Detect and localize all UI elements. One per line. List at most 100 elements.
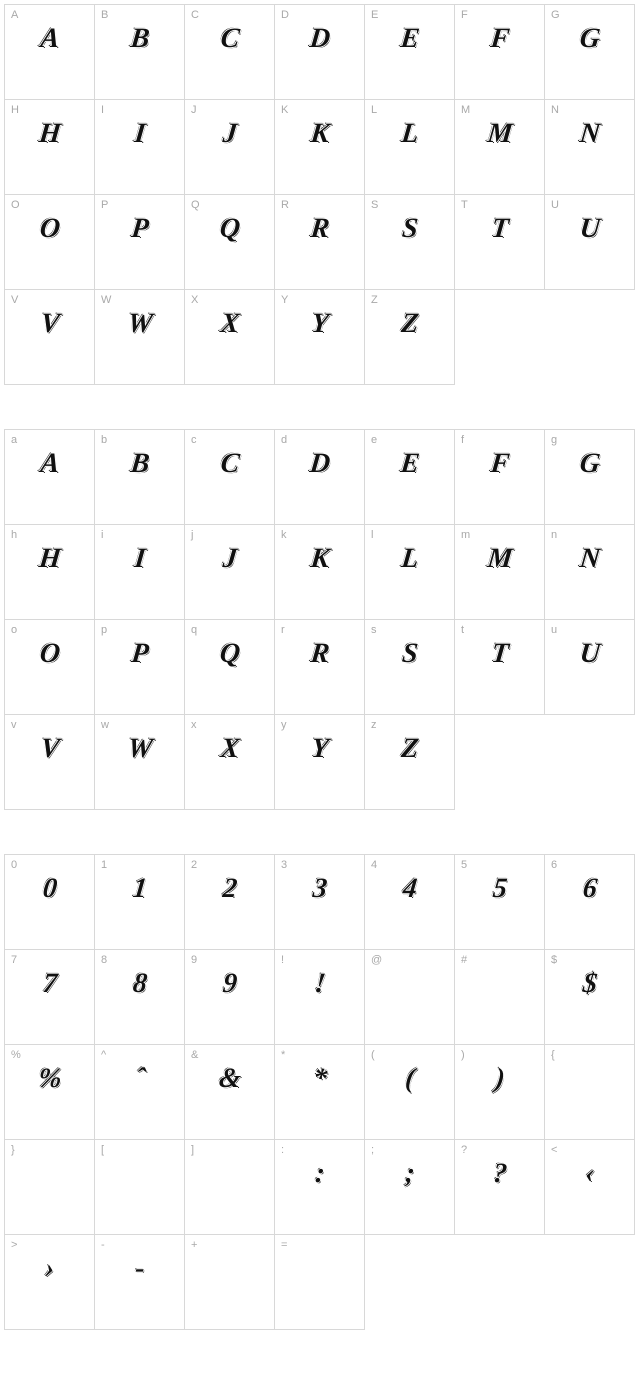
glyph-cell: OO <box>5 195 95 290</box>
glyph-display: $ <box>543 968 635 1000</box>
glyph-cell: 99 <box>185 950 275 1045</box>
glyph-key-label: r <box>281 624 285 636</box>
glyph-display: ? <box>453 1158 545 1190</box>
glyph-key-label: q <box>191 624 197 636</box>
glyph-cell: ] <box>185 1140 275 1235</box>
glyph-cell: CC <box>185 5 275 100</box>
glyph-display: % <box>3 1063 95 1095</box>
glyph-key-label: X <box>191 294 198 306</box>
glyph-key-label: G <box>551 9 560 21</box>
glyph-display: Q <box>183 638 275 670</box>
glyph-key-label: { <box>551 1049 555 1061</box>
glyph-key-label: Y <box>281 294 288 306</box>
glyph-key-label: C <box>191 9 199 21</box>
glyph-cell: jJ <box>185 525 275 620</box>
glyph-display: O <box>3 638 95 670</box>
glyph-cell: %% <box>5 1045 95 1140</box>
glyph-key-label: n <box>551 529 557 541</box>
glyph-display: - <box>93 1253 185 1285</box>
glyph-key-label: ^ <box>101 1049 106 1061</box>
glyph-cell: )) <box>455 1045 545 1140</box>
glyph-key-label: W <box>101 294 111 306</box>
glyph-cell: oO <box>5 620 95 715</box>
glyph-key-label: h <box>11 529 17 541</box>
glyph-cell: = <box>275 1235 365 1330</box>
glyph-display: W <box>93 308 185 340</box>
glyph-display: E <box>363 23 455 55</box>
glyph-key-label: 7 <box>11 954 17 966</box>
glyph-cell: 44 <box>365 855 455 950</box>
glyph-cell: -- <box>95 1235 185 1330</box>
glyph-key-label: V <box>11 294 18 306</box>
glyph-cell: MM <box>455 100 545 195</box>
glyph-key-label: ) <box>461 1049 465 1061</box>
glyph-display: U <box>543 213 635 245</box>
glyph-display: A <box>3 448 95 480</box>
glyph-key-label: A <box>11 9 18 21</box>
glyph-key-label: l <box>371 529 373 541</box>
glyph-display: M <box>453 118 545 150</box>
glyph-key-label: s <box>371 624 377 636</box>
glyph-key-label: 4 <box>371 859 377 871</box>
glyph-key-label: w <box>101 719 109 731</box>
glyph-key-label: # <box>461 954 467 966</box>
glyph-cell: PP <box>95 195 185 290</box>
glyph-key-label: - <box>101 1239 105 1251</box>
glyph-key-label: 2 <box>191 859 197 871</box>
glyph-display: ‹ <box>543 1158 635 1190</box>
glyph-cell: EE <box>365 5 455 100</box>
glyph-display: P <box>93 213 185 245</box>
glyph-cell: KK <box>275 100 365 195</box>
glyph-section-uppercase: AABBCCDDEEFFGGHHIIJJKKLLMMNNOOPPQQRRSSTT… <box>4 4 635 385</box>
glyph-key-label: J <box>191 104 197 116</box>
glyph-key-label: = <box>281 1239 287 1251</box>
glyph-cell: uU <box>545 620 635 715</box>
glyph-cell: XX <box>185 290 275 385</box>
glyph-key-label: b <box>101 434 107 446</box>
glyph-cell: BB <box>95 5 185 100</box>
glyph-key-label: ] <box>191 1144 194 1156</box>
font-map-container: AABBCCDDEEFFGGHHIIJJKKLLMMNNOOPPQQRRSSTT… <box>0 0 640 1378</box>
glyph-cell: (( <box>365 1045 455 1140</box>
glyph-cell: SS <box>365 195 455 290</box>
glyph-cell: 66 <box>545 855 635 950</box>
glyph-display: P <box>93 638 185 670</box>
glyph-cell: fF <box>455 430 545 525</box>
glyph-cell: @ <box>365 950 455 1045</box>
glyph-key-label: ( <box>371 1049 375 1061</box>
glyph-key-label: v <box>11 719 17 731</box>
glyph-display: C <box>183 448 275 480</box>
glyph-cell: ?? <box>455 1140 545 1235</box>
glyph-cell: rR <box>275 620 365 715</box>
glyph-display: K <box>273 118 365 150</box>
glyph-display: Q <box>183 213 275 245</box>
glyph-display: S <box>363 638 455 670</box>
glyph-key-label: S <box>371 199 378 211</box>
glyph-display: Z <box>363 733 455 765</box>
glyph-cell: >› <box>5 1235 95 1330</box>
glyph-key-label: & <box>191 1049 198 1061</box>
glyph-display: ) <box>453 1063 545 1095</box>
glyph-display: 1 <box>93 873 185 905</box>
glyph-display: M <box>453 543 545 575</box>
glyph-cell: 33 <box>275 855 365 950</box>
glyph-cell: vV <box>5 715 95 810</box>
glyph-key-label: t <box>461 624 464 636</box>
glyph-display: Z <box>363 308 455 340</box>
glyph-display: U <box>543 638 635 670</box>
glyph-display: B <box>93 448 185 480</box>
glyph-cell: wW <box>95 715 185 810</box>
glyph-cell: yY <box>275 715 365 810</box>
glyph-key-label: + <box>191 1239 197 1251</box>
glyph-display: Y <box>273 733 365 765</box>
glyph-cell: ^ˆ <box>95 1045 185 1140</box>
glyph-key-label: [ <box>101 1144 104 1156</box>
glyph-key-label: I <box>101 104 104 116</box>
glyph-section-digits-symbols: 00112233445566778899!!@#$$%%^ˆ&&**(()){}… <box>4 854 635 1330</box>
glyph-display: K <box>273 543 365 575</box>
glyph-cell: eE <box>365 430 455 525</box>
glyph-key-label: g <box>551 434 557 446</box>
glyph-key-label: u <box>551 624 557 636</box>
glyph-display: D <box>273 23 365 55</box>
glyph-display: Y <box>273 308 365 340</box>
